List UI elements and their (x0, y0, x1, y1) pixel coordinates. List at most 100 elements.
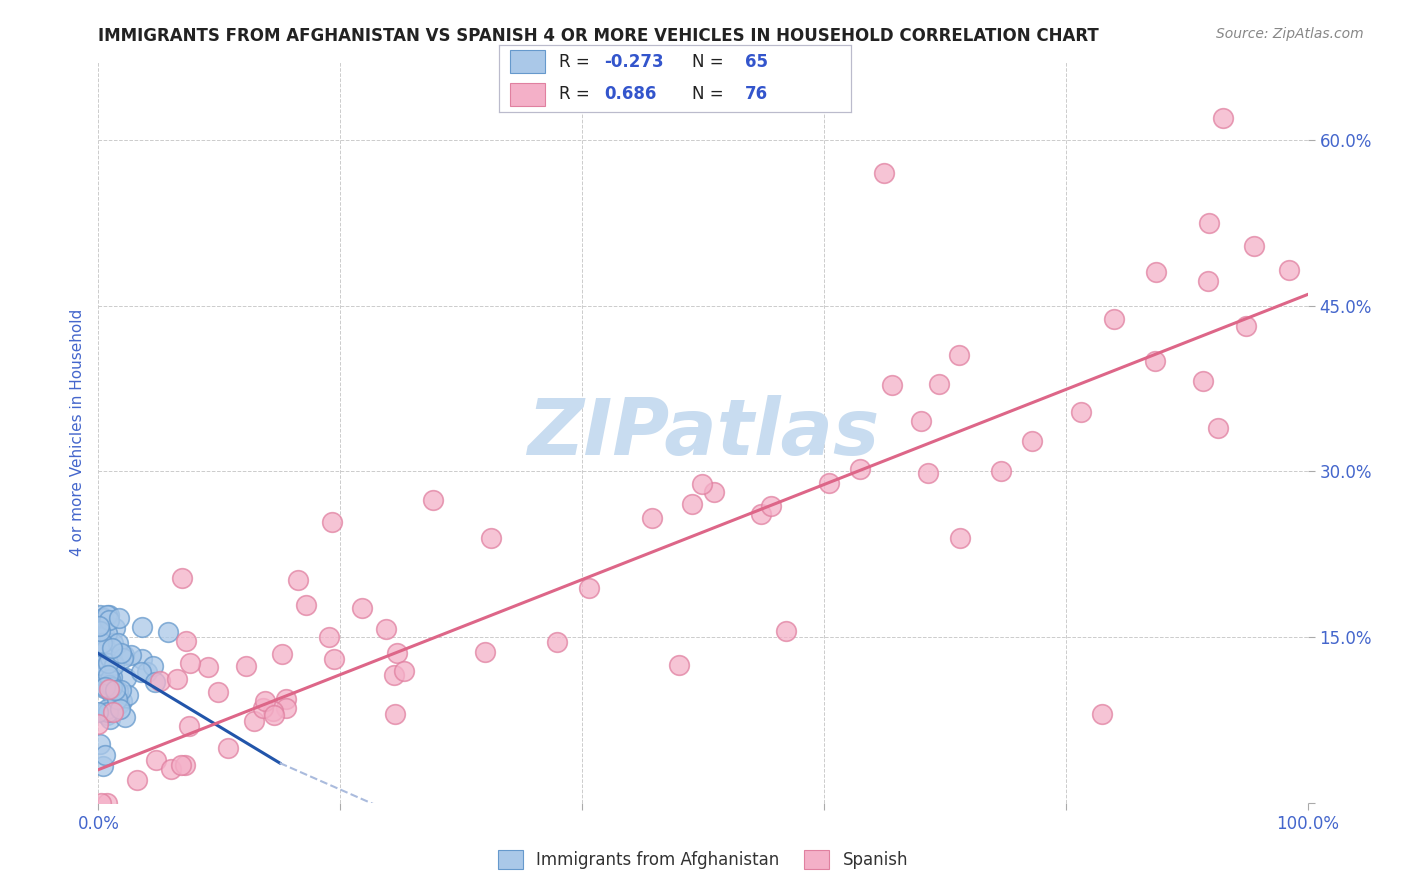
Point (125, 773, 148, 788)
Point (263, 708, 285, 723)
Point (394, 664, 416, 678)
Point (89, 737, 111, 751)
Point (149, 673, 172, 688)
Point (93, 681, 115, 696)
Point (101, 640, 124, 655)
Point (276, 692, 298, 706)
Point (1278, 263, 1301, 277)
Point (108, 697, 131, 711)
Point (169, 757, 191, 772)
Point (172, 571, 194, 585)
Point (382, 668, 405, 682)
Point (751, 508, 773, 522)
Point (928, 376, 950, 391)
Point (105, 692, 128, 706)
Text: ZIPatlas: ZIPatlas (527, 394, 879, 471)
Point (107, 684, 129, 698)
Point (145, 753, 167, 767)
Point (235, 658, 257, 673)
Point (115, 671, 138, 685)
Point (262, 704, 284, 718)
Point (104, 621, 127, 635)
Point (96, 796, 118, 810)
Point (761, 499, 783, 513)
Point (882, 377, 904, 392)
Point (96, 708, 118, 723)
Point (384, 706, 406, 721)
Point (104, 683, 127, 698)
Text: N =: N = (693, 86, 730, 103)
Point (274, 700, 297, 714)
Point (114, 709, 136, 723)
Y-axis label: 4 or more Vehicles in Household: 4 or more Vehicles in Household (70, 309, 86, 557)
Point (108, 702, 131, 716)
Legend: Immigrants from Afghanistan, Spanish: Immigrants from Afghanistan, Spanish (491, 843, 915, 876)
Point (91, 758, 114, 772)
Point (1102, 311, 1125, 326)
Text: -0.273: -0.273 (605, 53, 664, 70)
Point (136, 665, 159, 679)
Point (179, 657, 201, 671)
Point (1198, 216, 1220, 230)
Point (849, 462, 872, 476)
Point (93, 629, 115, 643)
Point (948, 348, 970, 362)
Point (111, 694, 134, 708)
Point (294, 598, 316, 612)
Text: 0.686: 0.686 (605, 86, 657, 103)
Point (177, 719, 200, 733)
Point (143, 674, 166, 689)
FancyBboxPatch shape (510, 50, 546, 73)
Point (101, 670, 124, 684)
Point (873, 166, 896, 180)
Text: Source: ZipAtlas.com: Source: ZipAtlas.com (1216, 27, 1364, 41)
Point (101, 705, 124, 719)
Point (98, 672, 121, 686)
Point (98, 607, 121, 622)
Point (101, 688, 124, 702)
Point (103, 658, 125, 673)
Point (96, 626, 118, 640)
Point (818, 476, 841, 491)
Point (93, 706, 115, 720)
Point (96, 607, 118, 622)
Point (1143, 354, 1166, 368)
Point (131, 652, 153, 666)
Point (1212, 111, 1234, 125)
Point (90, 796, 112, 810)
Point (91, 669, 114, 683)
Point (479, 531, 502, 545)
Text: IMMIGRANTS FROM AFGHANISTAN VS SPANISH 4 OR MORE VEHICLES IN HOUSEHOLD CORRELATI: IMMIGRANTS FROM AFGHANISTAN VS SPANISH 4… (98, 27, 1099, 45)
Point (668, 657, 690, 672)
Point (97, 657, 120, 671)
Point (101, 635, 124, 649)
Point (775, 624, 797, 638)
Text: N =: N = (693, 53, 730, 70)
Point (1206, 421, 1229, 435)
Point (690, 476, 713, 491)
Point (89, 655, 111, 669)
Point (90, 658, 112, 673)
Point (1191, 374, 1213, 388)
Point (91, 635, 114, 649)
Point (96, 641, 118, 656)
Point (110, 646, 132, 660)
Point (89, 607, 111, 622)
Point (120, 648, 142, 663)
Point (107, 636, 129, 650)
Point (100, 703, 122, 717)
Point (641, 510, 664, 524)
Point (94, 748, 117, 763)
Point (87, 642, 110, 657)
Point (242, 714, 264, 729)
Point (578, 581, 600, 595)
Point (89, 624, 111, 638)
Point (350, 600, 373, 615)
Point (917, 466, 939, 480)
Point (91, 611, 114, 625)
Point (422, 492, 444, 507)
Point (108, 611, 131, 625)
Point (271, 648, 294, 662)
Point (949, 531, 972, 545)
Point (322, 652, 344, 666)
